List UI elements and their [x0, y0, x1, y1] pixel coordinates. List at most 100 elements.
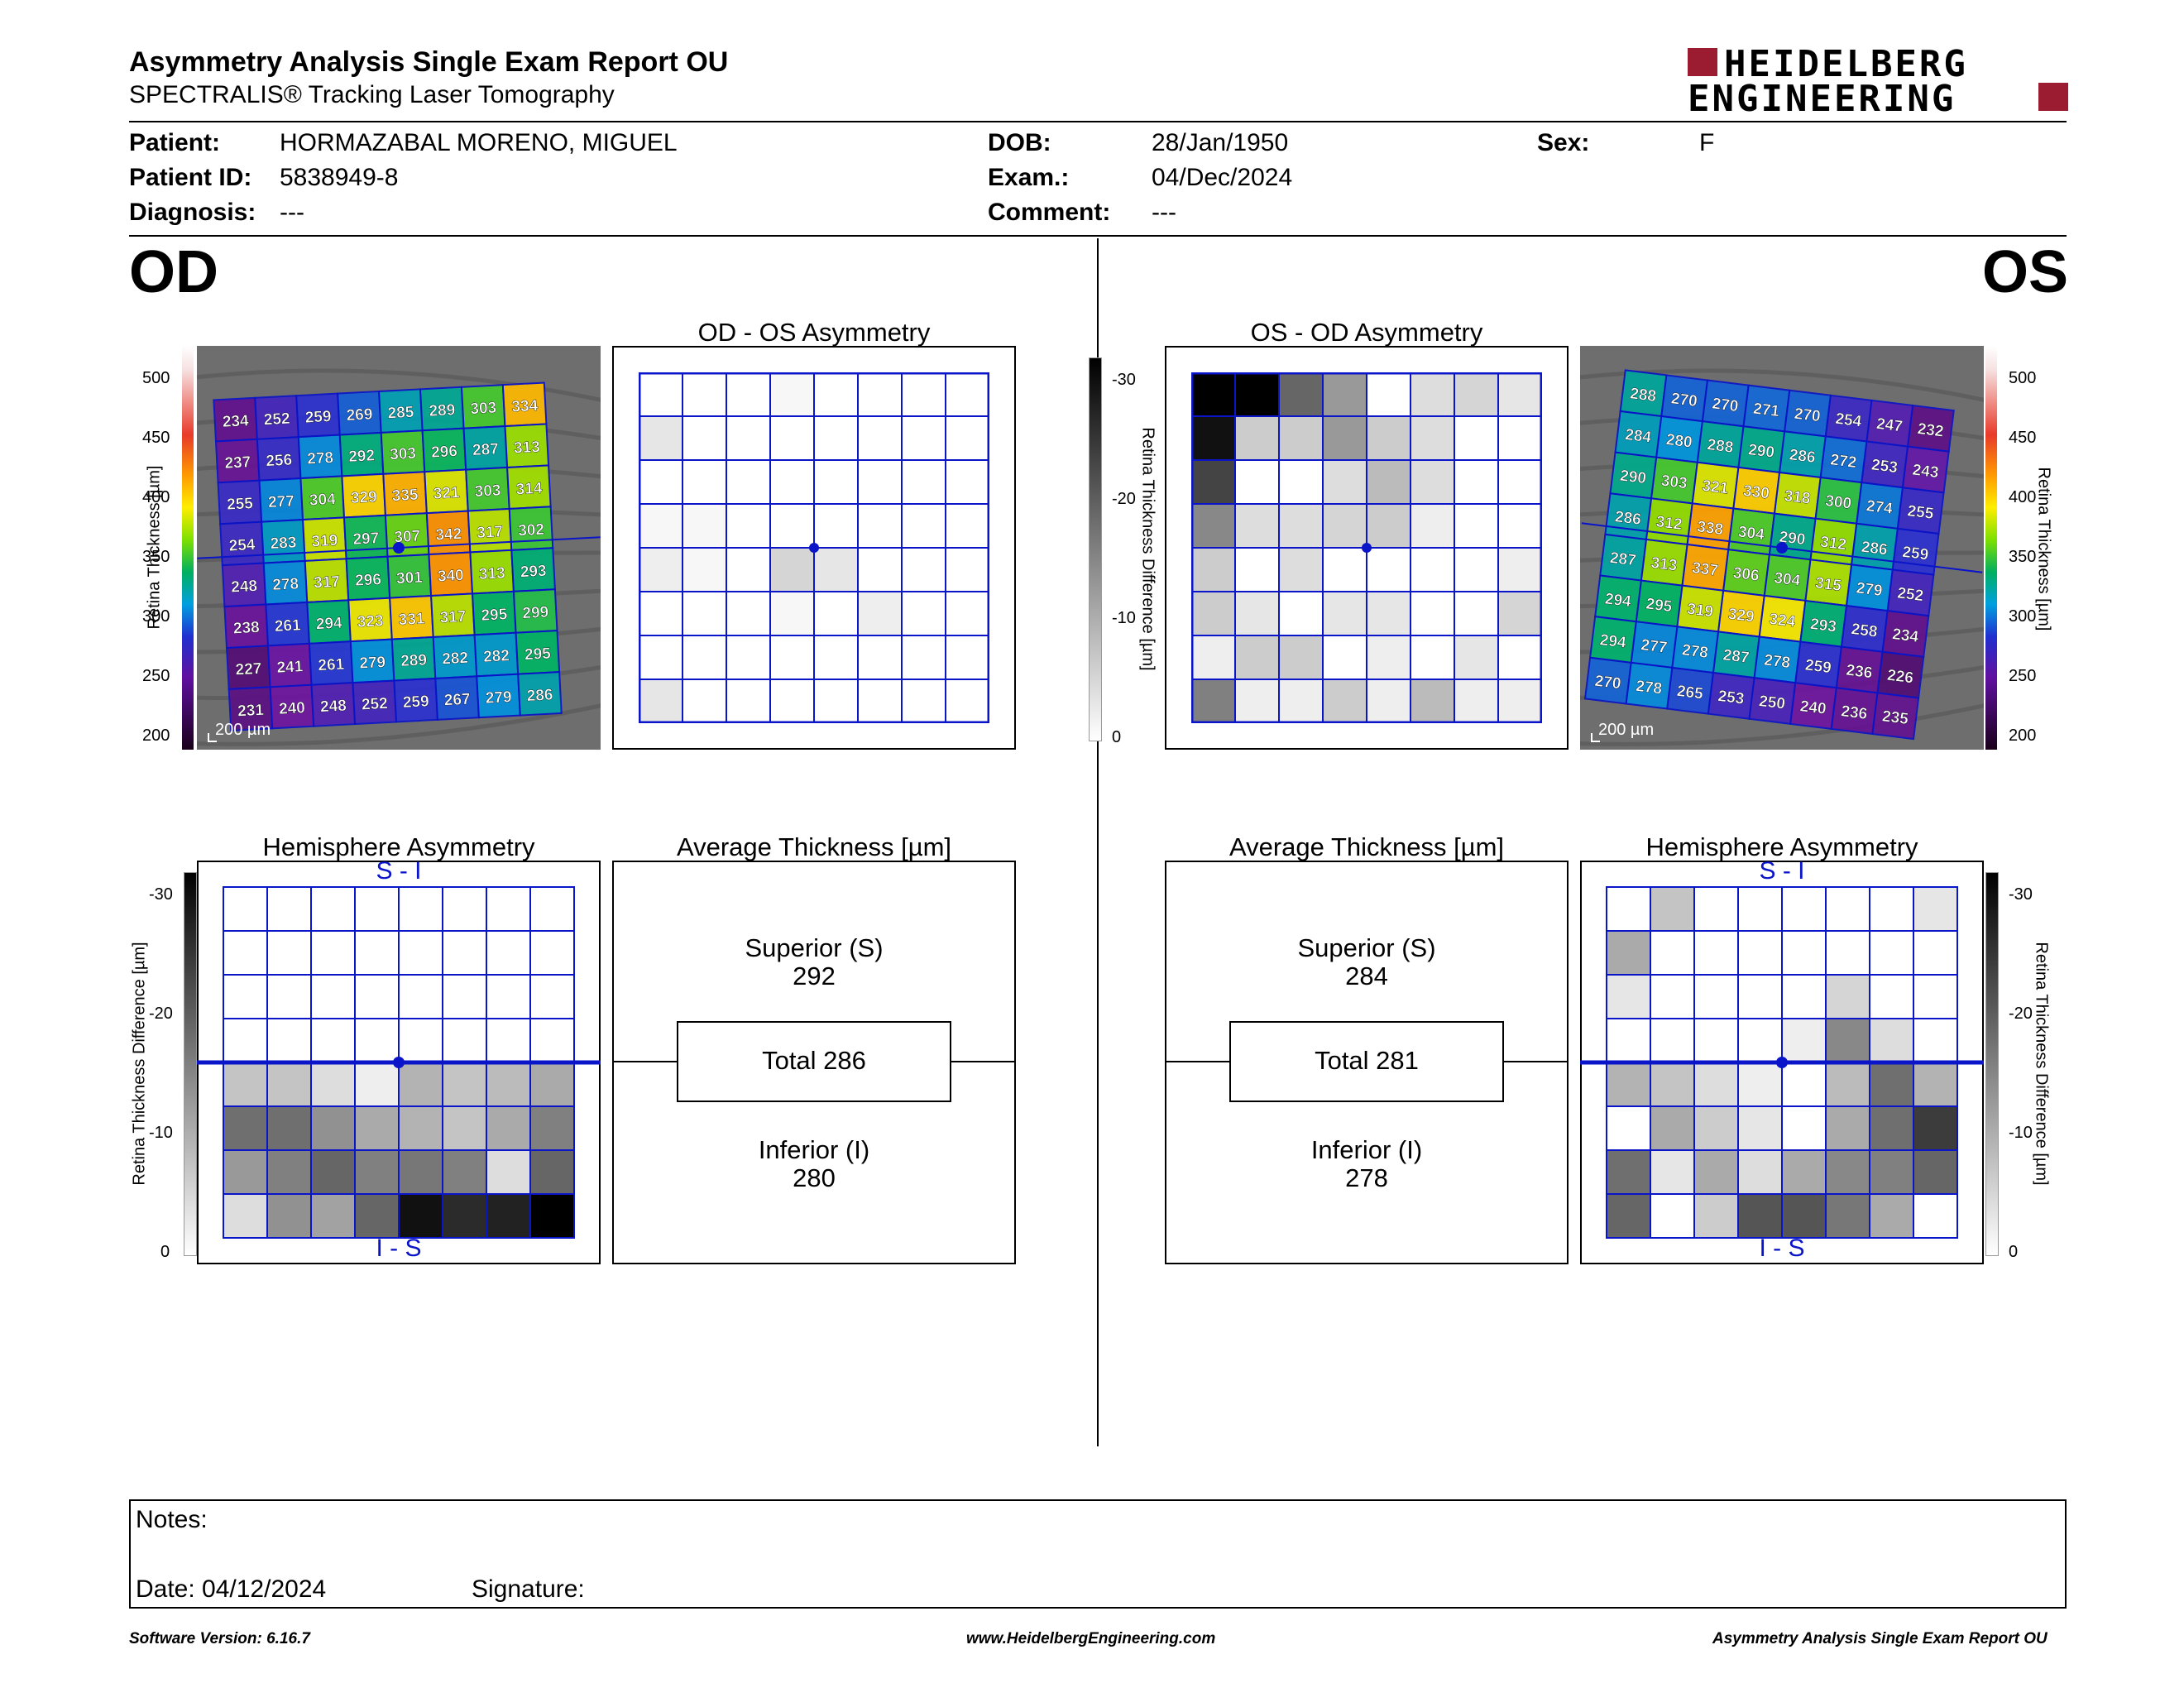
os-hemi-tick-30: -30: [2009, 885, 2033, 904]
od-hemi-cell-0-4: [398, 886, 443, 932]
os-asym-cell-0-3: [1322, 372, 1367, 417]
od-asym-cell-3-5: [857, 503, 903, 549]
os-hemi-cell-5-7: [1913, 1105, 1958, 1151]
od-asym-cell-3-0: [639, 503, 683, 549]
od-asym-cell-1-2: [726, 415, 771, 461]
os-tick-200: 200: [2009, 727, 2037, 745]
od-map-value-0-1: 252: [263, 410, 290, 429]
od-asym-cell-5-3: [769, 591, 815, 636]
sex-label: Sex:: [1537, 129, 1590, 156]
od-map-value-0-2: 259: [304, 408, 332, 427]
od-hemi-cell-2-7: [529, 974, 575, 1019]
od-hemi-cell-0-0: [223, 886, 268, 932]
os-hemi-cell-0-3: [1737, 886, 1783, 932]
os-hemi-cell-3-1: [1650, 1018, 1695, 1063]
os-map-value-4-1: 313: [1650, 554, 1678, 575]
os-asym-cell-2-5: [1410, 459, 1455, 505]
os-asym-cell-6-6: [1454, 635, 1499, 680]
od-hemi-cell-5-2: [310, 1105, 356, 1151]
od-map-value-7-0: 231: [237, 702, 265, 721]
od-hemi-cell-7-7: [529, 1193, 575, 1239]
od-hemi-cell-5-1: [266, 1105, 312, 1151]
od-map-value-1-5: 296: [431, 443, 458, 462]
od-asym-cell-1-6: [901, 415, 946, 461]
od-hemi-cell-4-3: [354, 1062, 400, 1107]
od-map-value-3-0: 254: [228, 536, 256, 555]
os-tick-300: 300: [2009, 607, 2037, 626]
os-asym-cell-3-1: [1234, 503, 1280, 549]
os-asym-cell-2-7: [1497, 459, 1542, 505]
os-hemi-cell-2-2: [1693, 974, 1739, 1019]
os-hemi-cell-7-7: [1913, 1193, 1958, 1239]
os-total-box: [1229, 1021, 1504, 1102]
os-hemi-cell-3-0: [1606, 1018, 1651, 1063]
os-asym-cell-1-5: [1410, 415, 1455, 461]
od-map-value-4-3: 296: [355, 571, 382, 590]
os-asym-cell-3-3: [1322, 503, 1367, 549]
od-map-value-1-0: 237: [224, 453, 251, 472]
os-map-value-4-4: 304: [1773, 569, 1801, 590]
od-map-value-6-3: 279: [359, 654, 386, 673]
notes-box[interactable]: [129, 1499, 2067, 1609]
os-map-value-7-1: 278: [1635, 678, 1663, 698]
od-os-asymmetry-title: OD - OS Asymmetry: [697, 318, 931, 347]
os-asym-cell-5-1: [1234, 591, 1280, 636]
od-tick-350: 350: [142, 548, 170, 566]
os-hemi-cell-7-3: [1737, 1193, 1783, 1239]
logo-red-square-top: [1688, 48, 1717, 76]
od-map-value-4-1: 278: [272, 575, 299, 594]
os-map-value-2-6: 274: [1866, 497, 1894, 518]
os-hemi-cell-6-7: [1913, 1149, 1958, 1195]
od-asym-cell-7-1: [682, 679, 727, 723]
os-asym-cell-1-6: [1454, 415, 1499, 461]
os-map-value-1-1: 280: [1665, 431, 1693, 452]
os-map-value-4-3: 306: [1732, 564, 1760, 585]
od-hemi-i-s-label: I - S: [376, 1235, 422, 1262]
od-average-panel: [612, 861, 1016, 1264]
od-map-value-2-3: 329: [350, 488, 377, 507]
od-hemi-cell-5-3: [354, 1105, 400, 1151]
od-map-value-5-2: 294: [315, 615, 342, 634]
os-hemi-cell-2-7: [1913, 974, 1958, 1019]
os-map-cell-7-7: [1871, 692, 1920, 741]
os-hemi-cell-6-5: [1825, 1149, 1870, 1195]
os-map-vessel: [1580, 368, 1984, 402]
os-asym-border: [1191, 372, 1542, 723]
os-map-value-2-0: 290: [1619, 468, 1647, 488]
mid-tick-0: 0: [1112, 728, 1122, 746]
os-map-value-6-1: 277: [1640, 636, 1668, 657]
os-map-value-0-4: 270: [1794, 405, 1822, 426]
od-asym-cell-5-7: [945, 591, 989, 636]
od-asym-cell-5-2: [726, 591, 771, 636]
os-hemi-cell-6-1: [1650, 1149, 1695, 1195]
os-map-value-1-0: 284: [1624, 426, 1652, 447]
os-hemi-cell-4-3: [1737, 1062, 1783, 1107]
os-superior-value: 284: [1345, 961, 1388, 990]
od-map-value-7-6: 279: [485, 688, 512, 707]
od-asym-cell-3-6: [901, 503, 946, 549]
os-hemi-cell-2-1: [1650, 974, 1695, 1019]
center-divider: [1097, 238, 1099, 1446]
os-od-asymmetry-title: OS - OD Asymmetry: [1250, 318, 1483, 347]
od-hemi-cell-0-5: [442, 886, 487, 932]
od-asym-cell-0-3: [769, 372, 815, 417]
logo-red-square-bottom: [2038, 83, 2068, 111]
os-hemi-axis-label: Retina Thickness Difference [µm]: [2032, 942, 2051, 1186]
os-asym-cell-0-0: [1191, 372, 1236, 417]
od-hemi-cell-2-5: [442, 974, 487, 1019]
os-hemi-cell-5-0: [1606, 1105, 1651, 1151]
os-hemi-cell-4-1: [1650, 1062, 1695, 1107]
mid-diff-axis-label: Retina Thickness Difference [µm]: [1138, 427, 1157, 671]
od-asym-cell-7-3: [769, 679, 815, 723]
od-asym-cell-2-0: [639, 459, 683, 505]
os-hemi-cell-7-4: [1781, 1193, 1827, 1239]
os-map-value-5-1: 295: [1645, 596, 1673, 616]
os-hemi-cell-0-4: [1781, 886, 1827, 932]
os-map-value-2-1: 303: [1660, 472, 1688, 493]
od-map-value-5-7: 299: [522, 604, 549, 623]
website-link[interactable]: www.HeidelbergEngineering.com: [966, 1630, 1216, 1647]
od-asym-cell-3-7: [945, 503, 989, 549]
os-asym-cell-5-4: [1366, 591, 1411, 636]
os-hemi-cell-1-6: [1869, 930, 1914, 976]
patient-divider: [129, 235, 2067, 237]
